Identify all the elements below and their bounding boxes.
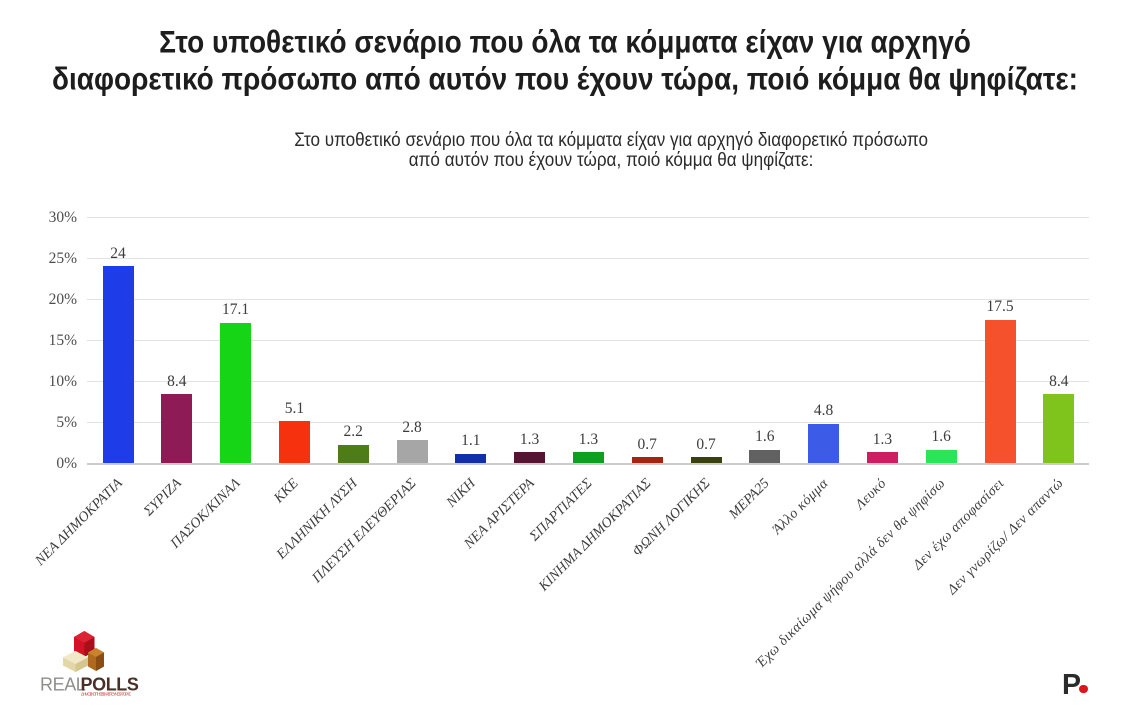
svg-text:REAL: REAL — [40, 675, 86, 695]
svg-text:ΔΗΜΟΣΚΟΠΗΣΕΙΣ ΚΑΙ ΕΡΕΥΝΕΣ ΑΓΟΡ: ΔΗΜΟΣΚΟΠΗΣΕΙΣ ΚΑΙ ΕΡΕΥΝΕΣ ΑΓΟΡΑΣ — [81, 692, 131, 697]
svg-text:POLLS: POLLS — [81, 675, 139, 695]
